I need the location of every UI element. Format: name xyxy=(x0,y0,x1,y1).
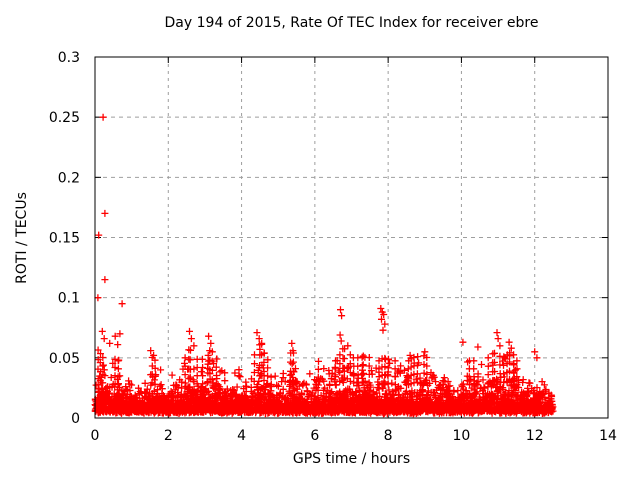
y-tick-label: 0.05 xyxy=(49,351,80,367)
x-tick-label: 0 xyxy=(91,428,100,444)
x-tick-label: 2 xyxy=(164,428,173,444)
chart-title: Day 194 of 2015, Rate Of TEC Index for r… xyxy=(164,15,539,31)
y-tick-label: 0 xyxy=(71,411,80,427)
x-tick-label: 14 xyxy=(599,428,617,444)
x-tick-label: 12 xyxy=(526,428,544,444)
x-axis-label: GPS time / hours xyxy=(292,451,411,467)
y-tick-label: 0.25 xyxy=(49,110,80,126)
x-tick-label: 10 xyxy=(453,428,471,444)
plot-border xyxy=(94,56,609,419)
x-tick-label: 6 xyxy=(310,428,319,444)
data-points xyxy=(91,113,557,418)
y-tick-label: 0.3 xyxy=(58,50,80,66)
y-tick-label: 0.1 xyxy=(58,291,80,307)
y-tick-label: 0.2 xyxy=(58,170,80,186)
y-tick-label: 0.15 xyxy=(49,231,80,247)
x-tick-label: 4 xyxy=(237,428,246,444)
x-tick-label: 8 xyxy=(384,428,393,444)
